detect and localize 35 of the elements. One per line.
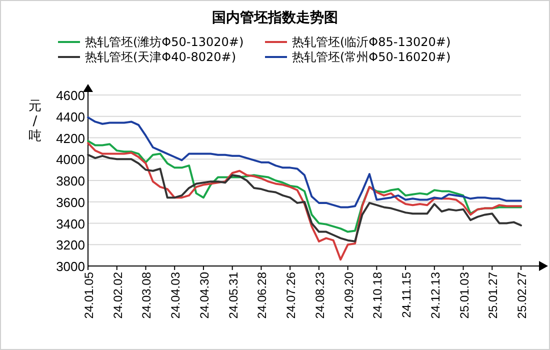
chart-title: 国内管坯指数走势图 bbox=[212, 10, 338, 26]
y-tick-label: 3600 bbox=[56, 194, 85, 210]
y-tick-label: 3000 bbox=[56, 259, 85, 274]
y-tick-label: 3400 bbox=[56, 216, 85, 232]
x-tick-label: 24.11.15 bbox=[400, 272, 414, 318]
line-series bbox=[87, 140, 522, 233]
x-tick-label: 24.12.13 bbox=[428, 272, 442, 319]
x-tick-label: 24.05.31 bbox=[226, 272, 240, 319]
x-tick-label: 24.07.26 bbox=[284, 272, 298, 319]
x-tick-label: 25.02.27 bbox=[515, 272, 529, 319]
x-tick-label: 24.02.02 bbox=[110, 272, 125, 319]
y-axis-title: 元/吨 bbox=[28, 99, 42, 144]
x-tick-label: 24.10.18 bbox=[370, 272, 385, 319]
legend-label: 热轧管坯(天津Φ40-8020#) bbox=[85, 50, 236, 64]
y-tick-label: 4000 bbox=[56, 152, 85, 168]
legend-label: 热轧管坯(临沂Φ85-13020#) bbox=[292, 35, 451, 49]
line-series bbox=[87, 154, 522, 242]
x-tick-label: 25.01.03 bbox=[457, 272, 472, 319]
legend-label: 热轧管坯(常州Φ50-16020#) bbox=[292, 50, 451, 64]
x-tick-label: 24.04.30 bbox=[197, 272, 212, 319]
legend-label: 热轧管坯(潍坊Φ50-13020#) bbox=[85, 35, 244, 49]
x-tick-label: 25.01.27 bbox=[486, 272, 500, 319]
line-series bbox=[87, 142, 522, 261]
y-tick-label: 4200 bbox=[56, 130, 85, 146]
y-tick-label: 3800 bbox=[56, 174, 85, 188]
line-series bbox=[87, 116, 522, 208]
x-tick-label: 24.04.03 bbox=[168, 272, 183, 319]
y-tick-label: 4600 bbox=[56, 88, 85, 103]
y-tick-label: 3200 bbox=[56, 238, 85, 253]
x-tick-label: 24.01.05 bbox=[82, 272, 96, 319]
x-tick-label: 24.03.08 bbox=[140, 272, 154, 319]
x-tick-label: 24.06.28 bbox=[255, 272, 270, 319]
x-tick-label: 24.08.23 bbox=[312, 272, 327, 319]
x-tick-label: 24.09.20 bbox=[342, 272, 356, 319]
y-tick-label: 4400 bbox=[56, 109, 85, 124]
